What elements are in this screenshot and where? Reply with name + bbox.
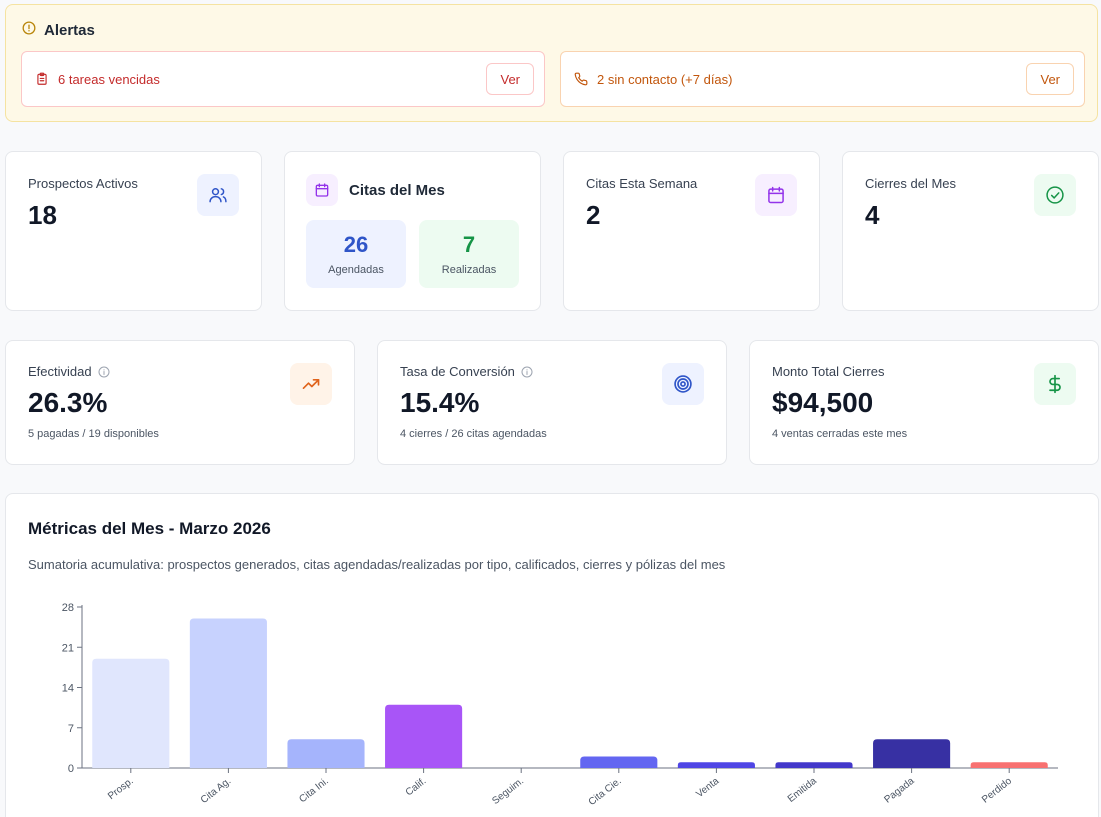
bar-calif [385, 704, 463, 768]
efectividad-label: Efectividad [28, 364, 92, 379]
alerts-header: Alertas [22, 21, 95, 40]
phone-icon [573, 71, 589, 87]
y-tick-label: 0 [68, 763, 74, 775]
ver-contacto-button[interactable]: Ver [1026, 63, 1074, 95]
citas-semana-label: Citas Esta Semana [586, 176, 698, 191]
bar-prosp [92, 658, 170, 768]
x-tick-label: Emitida [786, 775, 819, 804]
card-citas-semana[interactable]: Citas Esta Semana 2 [563, 151, 820, 311]
y-tick-label: 28 [62, 602, 74, 614]
citas-mes-header: Citas del Mes [306, 174, 445, 206]
chart-subtitle: Sumatoria acumulativa: prospectos genera… [28, 557, 726, 572]
monto-value: $94,500 [772, 387, 874, 418]
alert-sin-contacto: 2 sin contacto (+7 días) Ver [560, 51, 1085, 107]
y-tick-label: 7 [68, 723, 74, 735]
agendadas-label: Agendadas [328, 264, 384, 276]
alert-contacto-text: 2 sin contacto (+7 días) [597, 71, 733, 87]
info-icon[interactable] [521, 366, 533, 378]
conversion-label: Tasa de Conversión [400, 364, 515, 379]
bar-cita-cie [580, 756, 658, 768]
agendadas-value: 26 [343, 232, 369, 257]
bar-cita-ini [287, 739, 365, 768]
prospectos-label: Prospectos Activos [28, 176, 138, 191]
efectividad-label-row: Efectividad [28, 364, 110, 379]
alerts-panel: Alertas 6 tareas vencidas Ver 2 sin cont… [5, 4, 1098, 122]
info-icon[interactable] [98, 366, 110, 378]
bar-venta [677, 762, 755, 768]
conversion-sub: 4 cierres / 26 citas agendadas [400, 428, 547, 440]
conversion-value: 15.4% [400, 387, 480, 418]
card-efectividad[interactable]: Efectividad 26.3% 5 pagadas / 19 disponi… [5, 340, 355, 465]
dollar-icon [1034, 363, 1076, 405]
x-tick-label: Pagada [883, 775, 917, 805]
citas-semana-value: 2 [586, 200, 601, 230]
alert-tareas-text: 6 tareas vencidas [58, 71, 160, 87]
realizadas-value: 7 [462, 232, 476, 257]
x-tick-label: Cita Ag. [199, 776, 233, 806]
citas-mes-title: Citas del Mes [349, 181, 445, 199]
bar-perdido [970, 762, 1048, 768]
alerts-title: Alertas [44, 22, 95, 39]
card-tasa-conversion[interactable]: Tasa de Conversión 15.4% 4 cierres / 26 … [377, 340, 727, 465]
ver-tareas-button[interactable]: Ver [486, 63, 534, 95]
realizadas-label: Realizadas [441, 264, 497, 276]
card-prospectos-activos[interactable]: Prospectos Activos 18 [5, 151, 262, 311]
cierres-value: 4 [865, 200, 880, 230]
monto-label: Monto Total Cierres [772, 364, 885, 379]
alert-tareas-vencidas: 6 tareas vencidas Ver [21, 51, 545, 107]
chart-title: Métricas del Mes - Marzo 2026 [28, 519, 271, 538]
card-metricas-mes: Métricas del Mes - Marzo 2026 Sumatoria … [5, 493, 1099, 817]
realizadas-box: 7 Realizadas [419, 220, 519, 288]
conversion-label-row: Tasa de Conversión [400, 364, 533, 379]
metrics-bar-chart: 0 7 14 21 28 Prosp. Cita Ag. Cita Ini. Calif. Seg… [62, 602, 1058, 808]
check-circle-icon [1034, 174, 1076, 216]
y-tick-label: 14 [62, 683, 74, 695]
prospectos-value: 18 [28, 200, 57, 230]
cierres-label: Cierres del Mes [865, 176, 957, 191]
x-tick-label: Venta [694, 775, 721, 800]
efectividad-value: 26.3% [28, 387, 108, 418]
card-cierres-mes[interactable]: Cierres del Mes 4 [842, 151, 1099, 311]
x-tick-label: Calif. [404, 776, 429, 799]
bar-pagada [873, 739, 951, 768]
x-tick-label: Seguim. [490, 776, 526, 807]
alert-circle-icon [22, 21, 36, 40]
calendar-icon [755, 174, 797, 216]
trending-up-icon [290, 363, 332, 405]
bar-emitida [775, 762, 853, 768]
monto-label-row: Monto Total Cierres [772, 364, 884, 379]
bar-cita-ag [189, 618, 267, 768]
monto-sub: 4 ventas cerradas este mes [772, 428, 908, 440]
x-tick-label: Perdido [980, 775, 1014, 805]
card-citas-del-mes[interactable]: Citas del Mes 26 Agendadas 7 Realizadas [284, 151, 541, 311]
target-icon [662, 363, 704, 405]
clipboard-icon [34, 71, 50, 87]
y-tick-label: 21 [62, 642, 74, 654]
card-monto-total[interactable]: Monto Total Cierres $94,500 4 ventas cer… [749, 340, 1099, 465]
users-icon [197, 174, 239, 216]
x-tick-label: Prosp. [106, 776, 136, 802]
agendadas-box: 26 Agendadas [306, 220, 406, 288]
efectividad-sub: 5 pagadas / 19 disponibles [28, 428, 159, 440]
x-tick-label: Cita Ini. [297, 776, 330, 806]
calendar-icon [306, 174, 338, 206]
x-tick-label: Cita Cie. [587, 776, 624, 808]
